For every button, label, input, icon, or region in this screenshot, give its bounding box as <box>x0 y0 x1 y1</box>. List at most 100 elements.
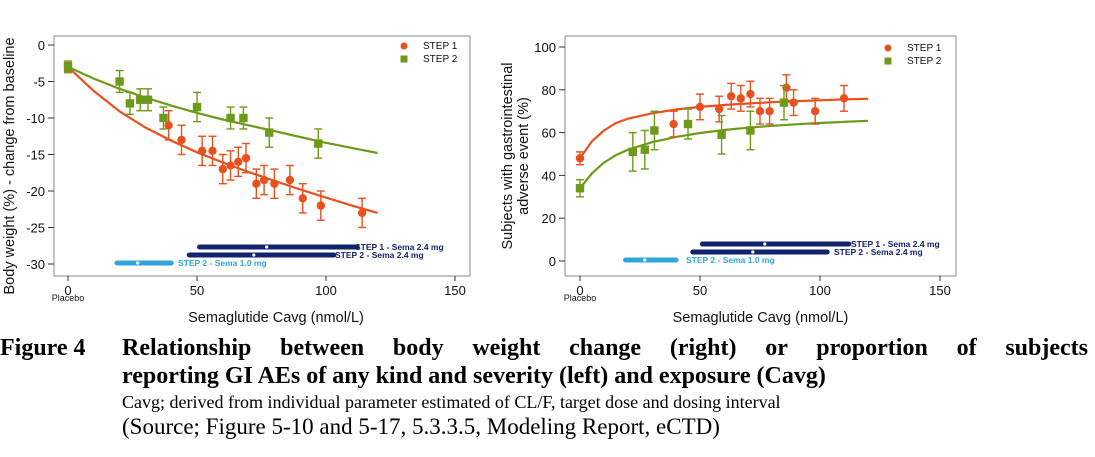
legend-label: STEP 1 <box>423 41 458 52</box>
legend-label: STEP 2 <box>423 54 458 65</box>
data-point <box>252 168 261 200</box>
y-axis-label: Body weight (%) - change from baseline <box>2 37 18 294</box>
point-marker <box>736 94 745 103</box>
y-tick-label: -20 <box>26 184 45 199</box>
y-axis-label-line-2: adverse event (%) <box>516 97 532 215</box>
data-point <box>650 110 659 151</box>
point-marker <box>218 164 227 174</box>
point-marker <box>226 161 235 170</box>
data-point <box>143 88 153 112</box>
data-point <box>125 91 135 116</box>
x-axis-label: Semaglutide Cavg (nmol/L) <box>673 310 849 326</box>
exposure-bar: STEP 1 - Sema 2.4 mg <box>197 242 444 252</box>
x-tick-label: 150 <box>929 283 951 298</box>
point-marker <box>811 107 820 116</box>
data-point <box>241 142 251 174</box>
plot-frame <box>53 35 471 277</box>
point-marker <box>285 175 295 185</box>
series-step-2 <box>63 60 323 159</box>
x-tick-label: 0 <box>64 283 71 298</box>
data-point <box>839 84 849 112</box>
fit-curve-step-1 <box>579 97 869 159</box>
x-tick-label: 50 <box>693 283 707 298</box>
point-marker <box>357 208 367 218</box>
exposure-median <box>136 261 140 265</box>
y-tick-label: 60 <box>542 126 556 141</box>
data-point <box>239 106 248 130</box>
x-tick-label: 0 <box>576 283 583 298</box>
y-axis-label: Subjects with gastrointestinal adverse ev… <box>500 63 532 250</box>
exposure-bar: STEP 2 - Sema 2.4 mg <box>186 250 424 260</box>
point-marker <box>197 146 207 156</box>
x-tick-label: 100 <box>315 283 337 298</box>
point-marker <box>669 119 678 129</box>
x-tick-label: 100 <box>809 283 831 298</box>
point-marker <box>789 98 798 107</box>
x-tick-label: 50 <box>190 283 204 298</box>
legend-marker <box>400 42 408 50</box>
series-step-1 <box>63 61 367 229</box>
data-point <box>192 91 202 123</box>
legend-marker <box>884 44 892 52</box>
point-marker <box>640 145 649 154</box>
data-point <box>575 178 585 198</box>
data-point <box>765 97 774 125</box>
point-marker <box>143 95 153 104</box>
data-point <box>755 97 765 125</box>
y-tick-label: -25 <box>26 221 45 236</box>
data-point <box>357 197 367 229</box>
point-marker <box>259 175 269 185</box>
data-point <box>259 164 269 196</box>
data-point <box>628 131 637 172</box>
point-marker <box>125 99 135 108</box>
legend-label: STEP 1 <box>907 43 942 54</box>
data-point <box>234 146 243 178</box>
data-point <box>314 128 323 159</box>
point-marker <box>208 146 217 156</box>
data-point <box>316 190 326 221</box>
data-point <box>136 88 145 112</box>
point-marker <box>265 128 274 137</box>
data-point <box>715 95 724 123</box>
y-tick-label: 20 <box>542 211 556 226</box>
point-marker <box>177 135 186 145</box>
y-tick-label: 0 <box>38 38 45 53</box>
figure-caption: Figure 4 Relationship between body weigh… <box>0 334 1095 441</box>
data-point <box>177 124 186 156</box>
exposure-bar: STEP 1 - Sema 2.4 mg <box>699 239 940 249</box>
exposure-median <box>265 245 269 249</box>
data-point <box>265 117 274 148</box>
point-marker <box>192 102 202 112</box>
exposure-bar: STEP 2 - Sema 2.4 mg <box>690 247 923 257</box>
point-marker <box>164 121 173 130</box>
point-marker <box>683 119 693 129</box>
series-step-1 <box>575 74 849 166</box>
point-marker <box>239 113 248 123</box>
data-point <box>208 135 217 167</box>
figure-source: (Source; Figure 5-10 and 5-17, 5.3.3.5, … <box>122 414 720 439</box>
point-marker <box>727 92 736 101</box>
data-point <box>63 60 73 74</box>
point-marker <box>270 179 279 188</box>
data-point <box>197 135 207 167</box>
point-marker <box>314 139 323 148</box>
data-point <box>695 93 705 121</box>
data-point <box>115 69 124 94</box>
point-marker <box>715 104 724 114</box>
data-point <box>285 164 295 196</box>
data-point <box>717 114 726 155</box>
exposure-bar-label: STEP 2 - Sema 2.4 mg <box>834 247 923 257</box>
x-placebo-label: Placebo <box>52 293 85 303</box>
legend-label: STEP 2 <box>907 56 942 67</box>
point-marker <box>316 201 326 210</box>
data-point <box>226 150 235 181</box>
exposure-bar-label: STEP 1 - Sema 2.4 mg <box>851 239 940 249</box>
data-point <box>683 108 693 140</box>
data-point <box>746 110 755 151</box>
data-point <box>811 97 820 125</box>
point-marker <box>226 113 235 123</box>
data-point <box>789 89 798 117</box>
exposure-bar-label: STEP 2 - Sema 1.0 mg <box>686 255 775 265</box>
data-point <box>736 84 745 112</box>
point-marker <box>115 77 124 86</box>
